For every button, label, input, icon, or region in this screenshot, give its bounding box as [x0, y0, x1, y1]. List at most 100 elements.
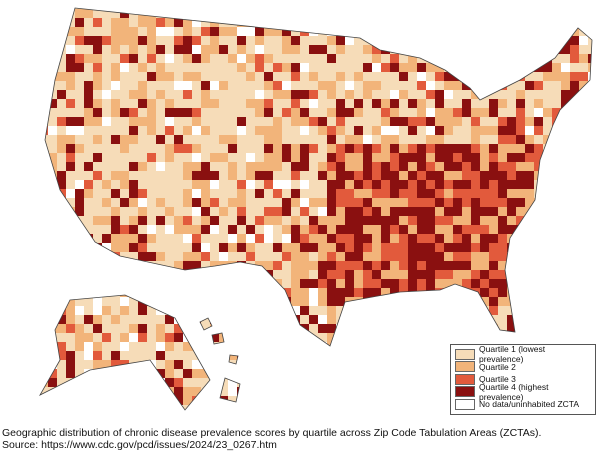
map-cell — [183, 369, 192, 378]
map-cell — [327, 405, 336, 410]
legend-item: Quartile 1 (lowest prevalence) — [455, 344, 591, 364]
map-cell — [255, 306, 264, 315]
map-cell — [444, 279, 453, 288]
map-cell — [201, 126, 210, 135]
map-cell — [147, 396, 156, 405]
map-cell — [228, 324, 237, 333]
map-cell — [192, 36, 201, 45]
map-cell — [228, 315, 237, 324]
map-cell — [156, 45, 165, 54]
map-cell — [129, 63, 138, 72]
map-cell — [300, 171, 309, 180]
map-cell — [435, 360, 444, 369]
map-cell — [282, 360, 291, 369]
map-cell — [453, 243, 462, 252]
map-cell — [165, 378, 174, 387]
map-cell — [462, 297, 471, 306]
map-cell — [84, 288, 93, 297]
map-cell — [318, 162, 327, 171]
map-cell — [66, 333, 75, 342]
map-cell — [228, 279, 237, 288]
map-cell — [129, 189, 138, 198]
map-cell — [588, 45, 592, 54]
map-cell — [390, 99, 399, 108]
map-cell — [498, 297, 507, 306]
map-cell — [84, 162, 93, 171]
map-cell — [588, 270, 592, 279]
map-cell — [111, 351, 120, 360]
map-cell — [300, 8, 309, 9]
map-cell — [264, 180, 273, 189]
map-cell — [561, 252, 570, 261]
map-cell — [75, 252, 84, 261]
map-cell — [75, 405, 84, 410]
map-cell — [309, 252, 318, 261]
map-cell — [147, 144, 156, 153]
map-cell — [435, 72, 444, 81]
map-cell — [138, 405, 147, 410]
map-cell — [327, 63, 336, 72]
map-cell — [84, 72, 93, 81]
map-cell — [372, 270, 381, 279]
map-cell — [399, 261, 408, 270]
map-cell — [57, 18, 66, 27]
map-cell — [309, 279, 318, 288]
caption-text: Geographic distribution of chronic disea… — [2, 427, 542, 439]
map-cell — [138, 216, 147, 225]
map-cell — [75, 81, 84, 90]
alaska-outline — [38, 294, 211, 411]
map-cell — [390, 135, 399, 144]
map-cell — [273, 252, 282, 261]
map-cell — [354, 36, 363, 45]
map-cell — [390, 279, 399, 288]
map-cell — [426, 8, 435, 9]
map-cell — [228, 414, 237, 423]
map-cell — [534, 153, 543, 162]
map-cell — [381, 369, 390, 378]
map-cell — [336, 369, 345, 378]
map-cell — [75, 324, 84, 333]
map-cell — [309, 378, 318, 387]
map-cell — [381, 396, 390, 405]
map-cell — [363, 63, 372, 72]
map-cell — [489, 216, 498, 225]
map-cell — [147, 234, 156, 243]
map-cell — [381, 279, 390, 288]
map-cell — [444, 144, 453, 153]
map-cell — [75, 117, 84, 126]
map-cell — [354, 99, 363, 108]
map-cell — [129, 81, 138, 90]
map-cell — [111, 387, 120, 396]
map-cell — [408, 297, 417, 306]
map-cell — [174, 324, 183, 333]
map-cell — [552, 108, 561, 117]
map-cell — [84, 189, 93, 198]
map-cell — [264, 387, 273, 396]
map-cell — [174, 234, 183, 243]
map-cell — [165, 18, 174, 27]
map-cell — [327, 279, 336, 288]
map-cell — [30, 0, 39, 9]
map-cell — [354, 18, 363, 27]
map-cell — [327, 153, 336, 162]
map-cell — [300, 198, 309, 207]
map-cell — [426, 225, 435, 234]
map-cell — [426, 396, 435, 405]
map-cell — [579, 279, 588, 288]
caption: Geographic distribution of chronic disea… — [2, 427, 541, 451]
map-cell — [579, 216, 588, 225]
map-cell — [147, 252, 156, 261]
map-cell — [75, 279, 84, 288]
map-cell — [192, 90, 201, 99]
map-cell — [570, 189, 579, 198]
map-cell — [426, 45, 435, 54]
map-cell — [282, 180, 291, 189]
map-cell — [525, 189, 534, 198]
map-cell — [219, 153, 228, 162]
map-cell — [417, 288, 426, 297]
map-cell — [480, 18, 489, 27]
map-cell — [309, 234, 318, 243]
map-cell — [183, 9, 192, 18]
map-cell — [264, 135, 273, 144]
map-cell — [30, 171, 39, 180]
